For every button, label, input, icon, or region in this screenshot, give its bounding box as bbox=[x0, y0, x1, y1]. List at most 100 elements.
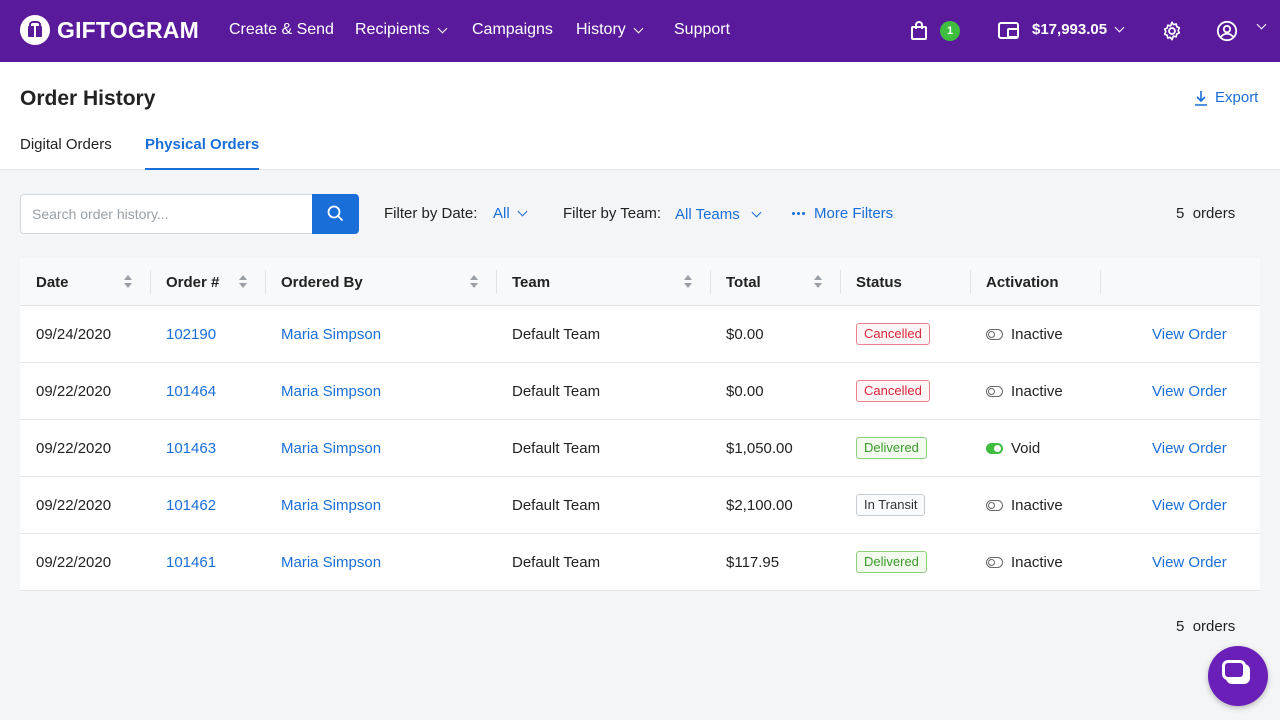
table-row: 09/22/2020 101462 Maria Simpson Default Tea… bbox=[20, 477, 1260, 534]
nav-label: Support bbox=[674, 21, 731, 38]
order-count-number: 5 bbox=[1176, 618, 1185, 635]
filter-date-dropdown[interactable]: All bbox=[493, 205, 528, 222]
sort-icon[interactable] bbox=[470, 275, 478, 289]
nav-campaigns[interactable]: Campaigns bbox=[472, 21, 553, 39]
cell-date: 09/24/2020 bbox=[36, 325, 112, 343]
status-badge: Cancelled bbox=[856, 323, 930, 345]
table-header: Date Order # Ordered By Team Total Statu… bbox=[20, 258, 1260, 306]
logo-text: GIFTOGRAM bbox=[57, 16, 199, 43]
sort-icon[interactable] bbox=[814, 275, 822, 289]
column-label: Ordered By bbox=[281, 273, 363, 291]
sort-icon[interactable] bbox=[239, 275, 247, 289]
order-count-word: orders bbox=[1192, 205, 1236, 222]
chevron-down-icon bbox=[633, 23, 644, 33]
toggle-icon bbox=[986, 328, 1003, 340]
nav-create-send[interactable]: Create & Send bbox=[229, 21, 334, 39]
view-order-link[interactable]: View Order bbox=[1152, 553, 1227, 571]
balance-value: $17,993.05 bbox=[1032, 21, 1108, 38]
activation-label: Inactive bbox=[1011, 382, 1063, 400]
column-label: Date bbox=[36, 273, 69, 291]
nav-support[interactable]: Support bbox=[674, 21, 730, 39]
order-count-word: orders bbox=[1192, 618, 1236, 635]
more-filters-button[interactable]: More Filters bbox=[792, 205, 893, 222]
more-filters-label: More Filters bbox=[814, 205, 894, 222]
chevron-down-icon[interactable] bbox=[1256, 19, 1267, 30]
tab-digital-orders[interactable]: Digital Orders bbox=[20, 136, 112, 153]
activation-label: Inactive bbox=[1011, 553, 1063, 571]
order-count-footer: 5 orders bbox=[1176, 618, 1235, 635]
table-row: 09/22/2020 101461 Maria Simpson Default Tea… bbox=[20, 534, 1260, 591]
ordered-by-link[interactable]: Maria Simpson bbox=[281, 382, 382, 400]
search-bar bbox=[20, 194, 359, 234]
column-label: Total bbox=[726, 273, 761, 291]
order-count: 5 orders bbox=[1176, 205, 1235, 222]
ordered-by-link[interactable]: Maria Simpson bbox=[281, 325, 382, 343]
column-label: Order # bbox=[166, 273, 220, 291]
nav-label: Create & Send bbox=[229, 21, 334, 38]
user-icon[interactable] bbox=[1216, 20, 1238, 42]
cell-date: 09/22/2020 bbox=[36, 382, 112, 400]
cell-total: $1,050.00 bbox=[726, 439, 793, 457]
ordered-by-link[interactable]: Maria Simpson bbox=[281, 439, 382, 457]
filter-date-label: Filter by Date: bbox=[384, 205, 478, 222]
download-icon bbox=[1195, 90, 1207, 106]
table-row: 09/24/2020 102190 Maria Simpson Default Tea… bbox=[20, 306, 1260, 363]
chevron-down-icon bbox=[517, 206, 528, 217]
order-number-link[interactable]: 102190 bbox=[166, 325, 217, 343]
wallet-icon[interactable] bbox=[998, 22, 1019, 39]
chat-button[interactable] bbox=[1208, 646, 1268, 706]
view-order-link[interactable]: View Order bbox=[1152, 325, 1227, 343]
cell-team: Default Team bbox=[512, 382, 601, 400]
column-total[interactable]: Total bbox=[710, 258, 761, 306]
sort-icon[interactable] bbox=[684, 275, 692, 289]
logo[interactable]: GIFTOGRAM bbox=[20, 15, 199, 45]
cell-date: 09/22/2020 bbox=[36, 439, 112, 457]
column-ordered-by[interactable]: Ordered By bbox=[265, 258, 363, 306]
export-button[interactable]: Export bbox=[1194, 89, 1258, 106]
order-number-link[interactable]: 101461 bbox=[166, 553, 217, 571]
view-order-link[interactable]: View Order bbox=[1152, 439, 1227, 457]
cart-icon[interactable] bbox=[909, 20, 931, 42]
ordered-by-link[interactable]: Maria Simpson bbox=[281, 553, 382, 571]
view-order-link[interactable]: View Order bbox=[1152, 382, 1227, 400]
gear-icon[interactable] bbox=[1161, 20, 1183, 42]
column-team[interactable]: Team bbox=[496, 258, 550, 306]
cell-team: Default Team bbox=[512, 325, 601, 343]
toggle-icon bbox=[986, 499, 1003, 511]
search-icon bbox=[327, 205, 344, 222]
nav-recipients[interactable]: Recipients bbox=[355, 21, 448, 39]
activation-label: Inactive bbox=[1011, 325, 1063, 343]
page-title: Order History bbox=[20, 87, 156, 110]
status-badge: In Transit bbox=[856, 494, 926, 516]
search-button[interactable] bbox=[312, 194, 359, 234]
tab-physical-orders[interactable]: Physical Orders bbox=[145, 136, 260, 170]
column-status: Status bbox=[840, 258, 902, 306]
more-dots-icon bbox=[792, 212, 805, 215]
filter-team-dropdown[interactable]: All Teams bbox=[675, 206, 762, 223]
order-count-number: 5 bbox=[1176, 205, 1185, 222]
cart-count-badge: 1 bbox=[940, 21, 960, 41]
orders-table: Date Order # Ordered By Team Total Statu… bbox=[20, 258, 1260, 591]
sort-icon[interactable] bbox=[124, 275, 132, 289]
ordered-by-link[interactable]: Maria Simpson bbox=[281, 496, 382, 514]
order-number-link[interactable]: 101464 bbox=[166, 382, 217, 400]
nav-history[interactable]: History bbox=[576, 21, 644, 39]
toggle-icon bbox=[986, 385, 1003, 397]
column-label: Team bbox=[512, 273, 551, 291]
column-order-number[interactable]: Order # bbox=[150, 258, 219, 306]
search-input[interactable] bbox=[20, 194, 312, 234]
status-badge: Delivered bbox=[856, 551, 927, 573]
chevron-down-icon bbox=[751, 207, 762, 218]
column-date[interactable]: Date bbox=[20, 258, 69, 306]
balance-dropdown[interactable]: $17,993.05 bbox=[1032, 21, 1125, 38]
nav-label: History bbox=[576, 21, 626, 38]
order-number-link[interactable]: 101462 bbox=[166, 496, 217, 514]
cell-total: $2,100.00 bbox=[726, 496, 793, 514]
column-label: Activation bbox=[986, 273, 1059, 291]
view-order-link[interactable]: View Order bbox=[1152, 496, 1227, 514]
table-row: 09/22/2020 101463 Maria Simpson Default Tea… bbox=[20, 420, 1260, 477]
toggle-icon bbox=[986, 556, 1003, 568]
nav-label: Recipients bbox=[355, 21, 430, 38]
filter-team-value: All Teams bbox=[675, 206, 740, 223]
order-number-link[interactable]: 101463 bbox=[166, 439, 217, 457]
